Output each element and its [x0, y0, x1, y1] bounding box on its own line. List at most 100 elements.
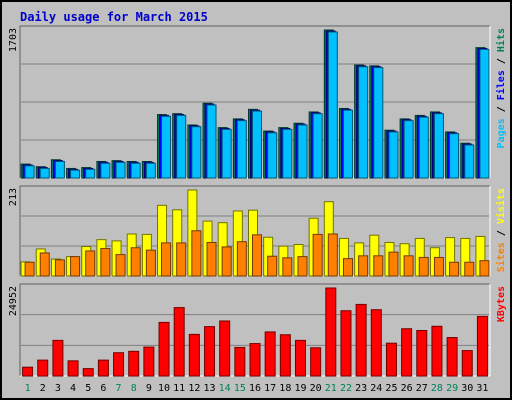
bar-kbytes-day-16 [249, 343, 261, 377]
x-tick-label-day-14: 14 [219, 383, 231, 394]
legend-part: Pages [496, 118, 507, 148]
bar-pages-day-19 [297, 124, 308, 179]
bar-sites-day-17 [267, 255, 278, 277]
panel-max-label: 24952 [8, 286, 19, 316]
x-tick-label-day-11: 11 [173, 383, 185, 394]
x-tick-label-day-15: 15 [234, 383, 246, 394]
bar-sites-day-14 [221, 246, 232, 277]
bar-pages-day-15 [236, 120, 247, 179]
x-tick-label-day-20: 20 [310, 383, 322, 394]
bar-pages-day-1 [24, 165, 35, 179]
x-tick-label-day-9: 9 [146, 383, 152, 394]
x-tick-label-day-5: 5 [85, 383, 91, 394]
bar-pages-day-11 [176, 114, 187, 179]
bar-sites-day-4 [70, 256, 81, 277]
x-tick-label-day-7: 7 [116, 383, 122, 394]
x-tick-label-day-1: 1 [25, 383, 31, 394]
bar-kbytes-day-2 [37, 359, 49, 377]
bar-pages-day-14 [221, 128, 232, 179]
bar-pages-day-20 [312, 113, 323, 179]
x-tick-label-day-30: 30 [461, 383, 473, 394]
chart-title: Daily usage for March 2015 [20, 10, 208, 24]
x-tick-label-day-3: 3 [55, 383, 61, 394]
bar-sites-day-19 [297, 256, 308, 277]
bar-sites-day-25 [388, 251, 399, 277]
bar-pages-day-27 [418, 116, 429, 179]
bar-kbytes-day-27 [416, 330, 428, 377]
bar-sites-day-20 [312, 233, 323, 277]
panel-pages-files-hits: 1703 Pages / Files / Hits [8, 25, 507, 179]
bar-sites-day-7 [115, 254, 126, 277]
x-tick-label-day-12: 12 [188, 383, 200, 394]
bar-pages-day-25 [388, 131, 399, 179]
bar-kbytes-day-7 [113, 352, 125, 377]
panel-legend: Sites / Visits [495, 188, 507, 272]
bar-pages-day-4 [70, 169, 81, 179]
bar-sites-day-26 [403, 255, 414, 277]
bar-pages-day-3 [54, 160, 65, 179]
bar-sites-day-11 [176, 242, 187, 277]
bar-sites-day-21 [327, 233, 338, 277]
bar-pages-day-7 [115, 161, 126, 179]
x-tick-label-day-8: 8 [131, 383, 137, 394]
bar-kbytes-day-14 [219, 320, 231, 377]
bar-kbytes-day-19 [294, 339, 306, 377]
bar-pages-day-30 [464, 144, 475, 179]
legend-part: Visits [495, 188, 507, 224]
bar-sites-day-22 [342, 258, 353, 277]
x-tick-label-day-23: 23 [355, 383, 367, 394]
x-tick-label-day-26: 26 [401, 383, 413, 394]
bar-sites-day-5 [85, 250, 96, 277]
bar-pages-day-28 [433, 113, 444, 179]
x-tick-label-day-17: 17 [264, 383, 276, 394]
bar-kbytes-day-3 [52, 339, 64, 377]
bar-sites-day-15 [236, 241, 247, 277]
panel-visits-sites: 213 Sites / Visits [8, 185, 507, 277]
x-tick-label-day-29: 29 [446, 383, 458, 394]
bar-sites-day-10 [161, 242, 172, 277]
bar-kbytes-day-20 [310, 347, 322, 377]
bar-pages-day-21 [327, 31, 338, 179]
x-tick-label-day-16: 16 [249, 383, 261, 394]
bar-kbytes-day-30 [461, 350, 473, 377]
x-tick-label-day-25: 25 [385, 383, 397, 394]
bar-sites-day-12 [191, 230, 202, 277]
x-tick-label-day-4: 4 [70, 383, 76, 394]
bar-sites-day-28 [433, 256, 444, 277]
bar-sites-day-8 [130, 247, 141, 277]
x-tick-label-day-21: 21 [325, 383, 337, 394]
bar-sites-day-16 [252, 234, 262, 277]
x-tick-label-day-31: 31 [476, 383, 488, 394]
bar-pages-day-26 [403, 120, 414, 179]
bar-kbytes-day-5 [82, 368, 94, 377]
bar-pages-day-22 [342, 109, 353, 179]
bar-pages-day-17 [267, 132, 278, 179]
x-tick-label-day-24: 24 [370, 383, 382, 394]
bar-pages-day-10 [161, 115, 172, 179]
bar-pages-day-8 [130, 162, 141, 179]
panel-max-label: 213 [8, 188, 19, 206]
bar-sites-day-29 [449, 261, 460, 277]
bar-kbytes-day-6 [97, 359, 109, 377]
bar-pages-day-29 [449, 133, 460, 179]
bar-pages-day-16 [252, 110, 262, 179]
bar-sites-day-24 [373, 255, 384, 277]
bar-kbytes-day-21 [325, 287, 337, 377]
x-tick-label-day-10: 10 [158, 383, 170, 394]
x-tick-label-day-19: 19 [294, 383, 306, 394]
bar-kbytes-day-26 [401, 328, 413, 377]
x-tick-label-day-27: 27 [416, 383, 428, 394]
bar-kbytes-day-25 [385, 342, 397, 377]
bar-kbytes-day-22 [340, 310, 352, 377]
bar-kbytes-day-23 [355, 303, 367, 377]
panel-legend: KBytes [496, 286, 507, 322]
bar-pages-day-18 [282, 128, 293, 179]
bar-kbytes-day-1 [22, 366, 34, 377]
bar-sites-day-2 [39, 252, 50, 277]
legend-part: / [496, 52, 507, 70]
panel-legend: Pages / Files / Hits [495, 28, 507, 148]
panel-kbytes: 24952 KBytes [8, 283, 507, 377]
bar-sites-day-6 [100, 248, 111, 277]
